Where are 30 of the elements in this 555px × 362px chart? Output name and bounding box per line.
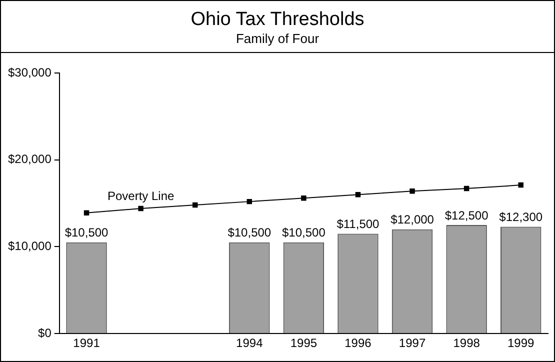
data-label: $12,000 bbox=[390, 212, 434, 227]
point bbox=[355, 192, 361, 198]
data-label: $10,500 bbox=[64, 226, 109, 240]
series-label: Poverty Line bbox=[107, 188, 174, 203]
point bbox=[410, 188, 415, 194]
y-tick-label: $10,000 bbox=[8, 239, 52, 254]
point bbox=[246, 198, 252, 204]
y-tick-label: $30,000 bbox=[8, 65, 52, 80]
y-tick-label: $20,000 bbox=[8, 152, 52, 166]
x-tick-label: 1997 bbox=[398, 336, 426, 350]
point bbox=[192, 202, 198, 208]
data-label: $10,500 bbox=[228, 226, 272, 240]
point bbox=[84, 210, 90, 216]
chart-title: Ohio Tax Thresholds bbox=[190, 8, 366, 31]
x-tick-label: 1999 bbox=[508, 336, 535, 350]
chart-subtitle: Family of Four bbox=[234, 31, 320, 47]
x-tick-label: 1995 bbox=[290, 336, 318, 350]
data-label: $12,500 bbox=[444, 208, 489, 222]
x-tick-label: 1991 bbox=[73, 336, 100, 350]
point bbox=[138, 206, 144, 212]
x-tick-label: 1998 bbox=[453, 336, 480, 350]
point bbox=[518, 182, 524, 188]
point bbox=[464, 186, 470, 192]
data-label: $11,500 bbox=[336, 217, 380, 232]
data-label: $12,300 bbox=[499, 210, 543, 224]
y-tick-label: $0 bbox=[38, 326, 52, 340]
x-tick-label: 1994 bbox=[236, 336, 264, 350]
point bbox=[301, 195, 306, 201]
x-tick-label: 1996 bbox=[344, 336, 372, 350]
data-label: $10,500 bbox=[282, 226, 326, 240]
